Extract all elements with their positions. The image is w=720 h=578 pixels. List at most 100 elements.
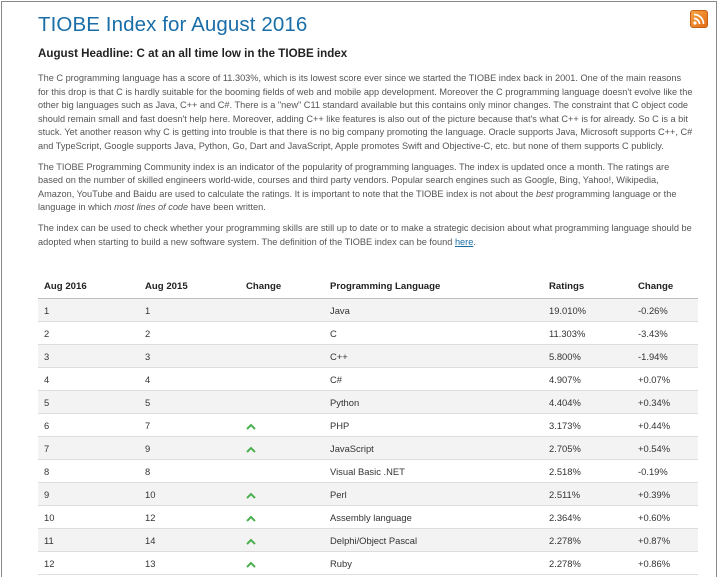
cell-rating-change: +0.54% bbox=[632, 436, 698, 460]
table-row: 3 3 C++ 5.800% -1.94% bbox=[38, 344, 698, 368]
cell-aug-2016: 10 bbox=[38, 505, 139, 529]
cell-aug-2016: 12 bbox=[38, 551, 139, 575]
cell-language: Assembly language bbox=[324, 505, 543, 529]
header-ratings: Ratings bbox=[543, 274, 632, 299]
cell-rank-change bbox=[240, 413, 324, 437]
cell-rating-change: -0.26% bbox=[632, 298, 698, 322]
cell-rating-change: +0.39% bbox=[632, 482, 698, 506]
cell-rating: 5.800% bbox=[543, 344, 632, 368]
cell-aug-2015: 12 bbox=[139, 505, 240, 529]
cell-rank-change bbox=[240, 298, 324, 322]
chevron-up-icon bbox=[246, 492, 256, 499]
cell-aug-2015: 9 bbox=[139, 436, 240, 460]
table-row: 12 13 Ruby 2.278% +0.86% bbox=[38, 551, 698, 575]
cell-aug-2015: 8 bbox=[139, 459, 240, 483]
cell-rating-change: -3.43% bbox=[632, 321, 698, 345]
cell-aug-2015: 7 bbox=[139, 413, 240, 437]
cell-rank-change bbox=[240, 344, 324, 368]
cell-aug-2015: 2 bbox=[139, 321, 240, 345]
cell-rank-change bbox=[240, 321, 324, 345]
table-row: 6 7 PHP 3.173% +0.44% bbox=[38, 413, 698, 437]
cell-rank-change bbox=[240, 505, 324, 529]
cell-aug-2016: 5 bbox=[38, 390, 139, 414]
cell-rating: 2.278% bbox=[543, 551, 632, 575]
emphasis-most-lines: most lines of code bbox=[114, 202, 189, 213]
cell-rating: 2.364% bbox=[543, 505, 632, 529]
cell-aug-2015: 13 bbox=[139, 551, 240, 575]
cell-language: Delphi/Object Pascal bbox=[324, 528, 543, 552]
cell-aug-2016: 11 bbox=[38, 528, 139, 552]
cell-language: Java bbox=[324, 298, 543, 322]
cell-rating-change: +0.34% bbox=[632, 390, 698, 414]
cell-rating: 2.511% bbox=[543, 482, 632, 506]
table-row: 1 1 Java 19.010% -0.26% bbox=[38, 298, 698, 322]
table-row: 9 10 Perl 2.511% +0.39% bbox=[38, 482, 698, 506]
cell-aug-2015: 4 bbox=[139, 367, 240, 391]
cell-rank-change bbox=[240, 390, 324, 414]
chevron-up-icon bbox=[246, 538, 256, 545]
table-header-row: Aug 2016 Aug 2015 Change Programming Lan… bbox=[38, 274, 698, 299]
cell-language: C bbox=[324, 321, 543, 345]
cell-language: PHP bbox=[324, 413, 543, 437]
cell-aug-2015: 14 bbox=[139, 528, 240, 552]
table-row: 7 9 JavaScript 2.705% +0.54% bbox=[38, 436, 698, 460]
cell-rating-change: -0.19% bbox=[632, 459, 698, 483]
page-title: TIOBE Index for August 2016 bbox=[38, 13, 308, 36]
cell-rank-change bbox=[240, 459, 324, 483]
cell-rating: 19.010% bbox=[543, 298, 632, 322]
rss-feed-button[interactable] bbox=[690, 10, 708, 28]
emphasis-best: best bbox=[535, 188, 554, 199]
table-row: 4 4 C# 4.907% +0.07% bbox=[38, 367, 698, 391]
cell-aug-2015: 5 bbox=[139, 390, 240, 414]
paragraph-c-decline: The C programming language has a score o… bbox=[38, 73, 693, 151]
cell-language: JavaScript bbox=[324, 436, 543, 460]
definition-link[interactable]: here bbox=[454, 236, 474, 247]
table-row: 2 2 C 11.303% -3.43% bbox=[38, 321, 698, 345]
cell-rating: 2.278% bbox=[543, 528, 632, 552]
cell-language: Python bbox=[324, 390, 543, 414]
cell-rating: 3.173% bbox=[543, 413, 632, 437]
table-row: 10 12 Assembly language 2.364% +0.60% bbox=[38, 505, 698, 529]
cell-language: Ruby bbox=[324, 551, 543, 575]
cell-aug-2016: 9 bbox=[38, 482, 139, 506]
chevron-up-icon bbox=[246, 561, 256, 568]
cell-language: C++ bbox=[324, 344, 543, 368]
table-row: 8 8 Visual Basic .NET 2.518% -0.19% bbox=[38, 459, 698, 483]
cell-aug-2016: 3 bbox=[38, 344, 139, 368]
cell-rating-change: +0.87% bbox=[632, 528, 698, 552]
cell-rating-change: -1.94% bbox=[632, 344, 698, 368]
cell-aug-2015: 10 bbox=[139, 482, 240, 506]
table-row: 5 5 Python 4.404% +0.34% bbox=[38, 390, 698, 414]
chevron-up-icon bbox=[246, 446, 256, 453]
paragraph-text: . bbox=[473, 236, 476, 247]
cell-rating-change: +0.44% bbox=[632, 413, 698, 437]
cell-aug-2016: 2 bbox=[38, 321, 139, 345]
cell-rank-change bbox=[240, 436, 324, 460]
cell-rating-change: +0.86% bbox=[632, 551, 698, 575]
paragraph-text: The TIOBE Programming Community index is… bbox=[38, 161, 670, 199]
table-row: 11 14 Delphi/Object Pascal 2.278% +0.87% bbox=[38, 528, 698, 552]
chevron-up-icon bbox=[246, 423, 256, 430]
cell-aug-2016: 1 bbox=[38, 298, 139, 322]
cell-aug-2016: 7 bbox=[38, 436, 139, 460]
cell-rating: 4.907% bbox=[543, 367, 632, 391]
paragraph-text: have been written. bbox=[188, 202, 266, 213]
paragraph-index-description: The TIOBE Programming Community index is… bbox=[38, 161, 693, 215]
cell-rating: 2.705% bbox=[543, 436, 632, 460]
cell-rating-change: +0.60% bbox=[632, 505, 698, 529]
paragraph-text: The index can be used to check whether y… bbox=[38, 222, 692, 247]
cell-language: Perl bbox=[324, 482, 543, 506]
cell-language: C# bbox=[324, 367, 543, 391]
cell-rank-change bbox=[240, 482, 324, 506]
headline: August Headline: C at an all time low in… bbox=[38, 47, 348, 60]
rss-icon bbox=[693, 13, 705, 25]
cell-rating: 2.518% bbox=[543, 459, 632, 483]
header-rating-change: Change bbox=[632, 274, 698, 299]
header-aug-2015: Aug 2015 bbox=[139, 274, 240, 299]
paragraph-index-usage: The index can be used to check whether y… bbox=[38, 222, 693, 249]
cell-rank-change bbox=[240, 367, 324, 391]
cell-aug-2016: 6 bbox=[38, 413, 139, 437]
cell-aug-2015: 1 bbox=[139, 298, 240, 322]
cell-aug-2016: 4 bbox=[38, 367, 139, 391]
